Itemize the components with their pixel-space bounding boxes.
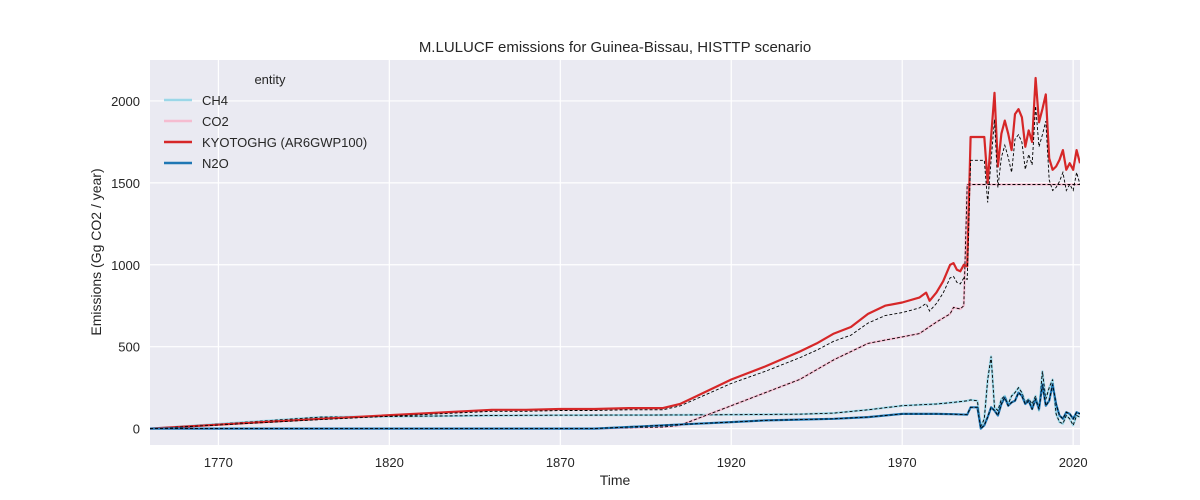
chart-title: M.LULUCF emissions for Guinea-Bissau, HI… xyxy=(419,39,811,56)
x-tick-labels: 1770 1820 1870 1920 1970 2020 xyxy=(204,455,1088,470)
x-tick-label: 1870 xyxy=(546,455,575,470)
series-dashed-overlay-2 xyxy=(150,106,1080,430)
grid-lines xyxy=(150,60,1080,445)
y-tick-label: 500 xyxy=(118,340,140,355)
x-tick-label: 2020 xyxy=(1059,455,1088,470)
y-tick-label: 1000 xyxy=(111,258,140,273)
x-tick-label: 1970 xyxy=(888,455,917,470)
y-tick-labels: 0 500 1000 1500 2000 xyxy=(111,94,140,437)
series-dashed-overlay-0 xyxy=(150,356,1080,430)
y-tick-label: 2000 xyxy=(111,94,140,109)
x-tick-label: 1770 xyxy=(204,455,233,470)
y-tick-label: 0 xyxy=(133,422,140,437)
series-lines xyxy=(150,76,1080,430)
legend-title: entity xyxy=(254,72,286,87)
legend-label: CH4 xyxy=(202,93,228,108)
legend-label: KYOTOGHG (AR6GWP100) xyxy=(202,135,367,150)
x-tick-label: 1920 xyxy=(717,455,746,470)
plot-area xyxy=(150,60,1080,445)
series-dashed-overlay-3 xyxy=(150,384,1080,430)
series-line-2 xyxy=(150,76,1080,430)
x-axis-label: Time xyxy=(600,472,631,488)
legend: entity CH4 CO2 KYOTOGHG (AR6GWP100) N2O xyxy=(164,72,367,171)
legend-label: CO2 xyxy=(202,114,229,129)
y-tick-label: 1500 xyxy=(111,176,140,191)
legend-label: N2O xyxy=(202,156,229,171)
y-axis-label: Emissions (Gg CO2 / year) xyxy=(88,168,104,335)
x-tick-label: 1820 xyxy=(375,455,404,470)
